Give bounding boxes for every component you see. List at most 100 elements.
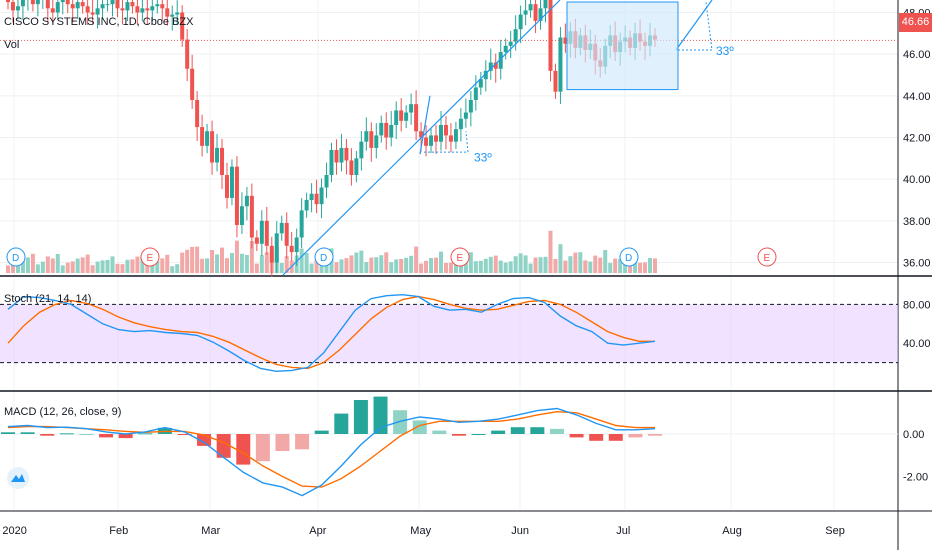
- candle-body: [523, 10, 528, 15]
- candle-body: [239, 206, 244, 225]
- volume-bar: [568, 256, 573, 273]
- volume-bar: [513, 256, 518, 273]
- volume-bar: [443, 263, 448, 273]
- earnings-marker: [450, 247, 470, 267]
- candle-body: [195, 100, 200, 128]
- volume-bar: [264, 252, 269, 273]
- volume-bar: [130, 259, 135, 273]
- volume-bar: [438, 251, 443, 273]
- volume-bar: [618, 259, 623, 273]
- macd-histogram-bar: [255, 434, 270, 462]
- volume-bar: [110, 256, 115, 273]
- candle-body: [15, 6, 20, 11]
- volume-bar: [478, 260, 483, 273]
- macd-label: MACD (12, 26, close, 9): [4, 406, 122, 418]
- price-axis-label: 38.00: [903, 216, 931, 228]
- volume-bar: [623, 259, 628, 273]
- candle-body: [170, 14, 175, 17]
- volume-bar: [399, 259, 404, 273]
- volume-bar: [448, 262, 453, 273]
- volume-bar: [60, 265, 65, 273]
- volume-bar: [40, 261, 45, 273]
- candle-body: [309, 193, 314, 200]
- candle-body: [10, 2, 15, 11]
- candle-body: [65, 0, 70, 5]
- volume-bar: [105, 260, 110, 273]
- volume-bar: [15, 261, 20, 273]
- dividend-marker: [619, 247, 639, 267]
- trend-line: [675, 0, 713, 51]
- volume-bar: [279, 263, 284, 273]
- candle-body: [284, 222, 289, 246]
- candle-body: [210, 131, 215, 163]
- candle-body: [319, 187, 324, 205]
- volume-bar: [603, 250, 608, 273]
- macd-histogram-bar: [275, 434, 290, 451]
- stoch-axis-label: 40.00: [903, 338, 931, 350]
- volume-bar: [468, 252, 473, 273]
- candle-body: [429, 135, 434, 146]
- macd-axis-label: 0.00: [903, 429, 924, 441]
- candle-body: [205, 131, 210, 146]
- earnings-marker: [757, 247, 777, 267]
- candle-body: [448, 135, 453, 142]
- volume-bar: [434, 257, 439, 273]
- candle-body: [488, 62, 493, 71]
- angle-annotation: 33º: [474, 150, 492, 164]
- candle-body: [359, 141, 364, 159]
- volume-bar: [488, 256, 493, 273]
- candle-body: [369, 131, 374, 148]
- candle-body: [80, 2, 85, 7]
- macd-histogram-bar: [1, 432, 15, 434]
- volume-bar: [239, 253, 244, 273]
- time-axis-label: Apr: [309, 525, 326, 537]
- volume-bar: [643, 262, 648, 273]
- candle-body: [234, 166, 239, 225]
- volume-bar: [254, 263, 259, 273]
- candle-body: [409, 104, 414, 113]
- candle-body: [384, 122, 389, 138]
- volume-bar: [45, 256, 50, 273]
- volume-bar: [244, 255, 249, 273]
- candle-body: [200, 127, 205, 146]
- volume-bar: [528, 263, 533, 273]
- macd-histogram-bar: [216, 434, 231, 458]
- volume-bar: [583, 260, 588, 273]
- volume-bar: [234, 240, 239, 273]
- time-axis-label: Sep: [825, 525, 845, 537]
- candle-body: [180, 12, 185, 40]
- candle-body: [443, 125, 448, 136]
- macd-histogram-bar: [412, 420, 427, 434]
- candle-body: [404, 112, 409, 121]
- candle-body: [264, 220, 269, 246]
- candle-body: [75, 2, 80, 9]
- volume-bar: [35, 264, 40, 273]
- candle-body: [434, 135, 439, 142]
- tradingview-logo-icon: [7, 467, 29, 489]
- candle-body: [399, 110, 404, 121]
- candle-body: [55, 2, 60, 13]
- volume-bar: [284, 256, 289, 273]
- candle-body: [344, 147, 349, 161]
- macd-histogram-bar: [451, 434, 466, 436]
- volume-bar: [6, 265, 10, 273]
- macd-histogram-bar: [471, 434, 486, 435]
- macd-histogram-bar: [138, 433, 153, 435]
- trend-line: [419, 95, 431, 155]
- volume-bar: [483, 258, 488, 273]
- time-axis-label: May: [410, 525, 431, 537]
- candle-body: [90, 12, 95, 15]
- volume-bar: [379, 255, 384, 273]
- volume-bar: [558, 244, 563, 273]
- macd-histogram-bar: [569, 434, 584, 438]
- candle-body: [483, 70, 488, 80]
- candle-body: [30, 0, 35, 5]
- candle-body: [150, 6, 155, 11]
- volume-bar: [344, 258, 349, 273]
- volume-bar: [578, 252, 583, 273]
- volume-bar: [249, 241, 254, 273]
- earnings-marker-label: E: [764, 253, 771, 264]
- candle-body: [35, 0, 40, 5]
- candle-body: [329, 150, 334, 175]
